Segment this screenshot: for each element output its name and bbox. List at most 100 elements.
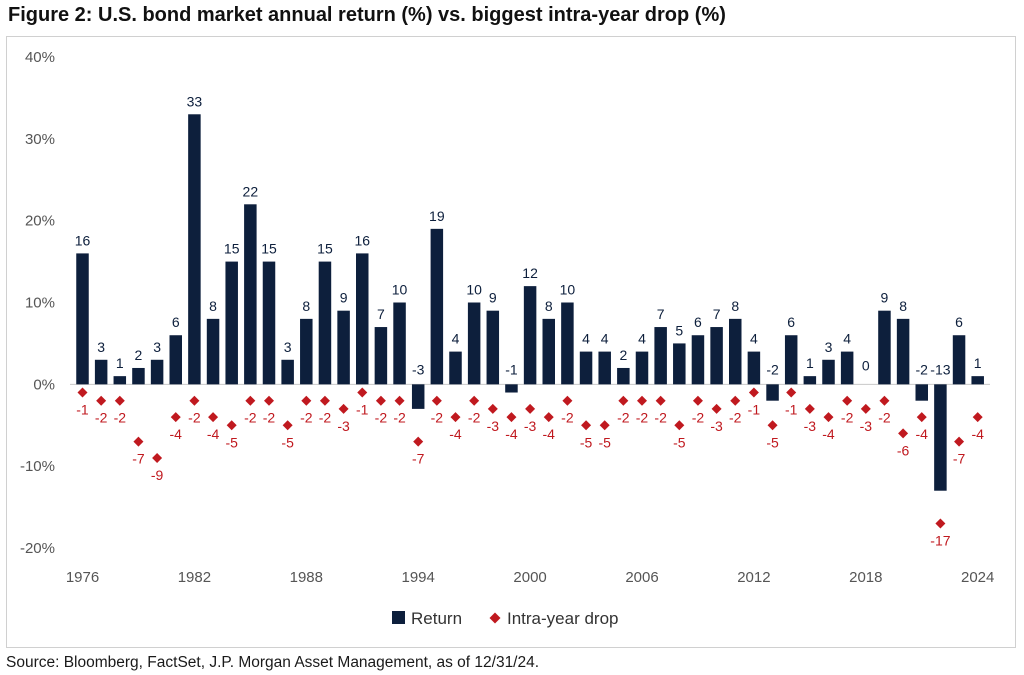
drop-value-label: -3 <box>804 418 817 434</box>
drop-marker <box>879 395 890 406</box>
drop-marker <box>189 395 200 406</box>
legend-drop-marker <box>489 612 501 624</box>
return-value-label: 4 <box>843 331 851 347</box>
return-value-label: 10 <box>560 282 576 298</box>
return-value-label: 6 <box>172 314 180 330</box>
legend-return-swatch <box>392 611 405 624</box>
return-bar <box>617 367 630 385</box>
drop-value-label: -5 <box>580 434 593 450</box>
drop-marker <box>338 403 349 414</box>
drop-marker <box>581 420 592 431</box>
drop-value-label: -4 <box>916 426 929 442</box>
drop-marker <box>804 403 815 414</box>
return-bar <box>710 327 723 385</box>
drop-marker <box>655 395 666 406</box>
drop-marker <box>692 395 703 406</box>
return-value-label: 7 <box>377 306 385 322</box>
return-value-label: 4 <box>452 331 460 347</box>
drop-value-label: -5 <box>766 434 779 450</box>
chart-frame <box>6 36 1016 648</box>
return-bar <box>579 351 593 385</box>
x-tick-label: 2024 <box>961 569 994 586</box>
return-value-label: 8 <box>731 298 739 314</box>
drop-marker <box>599 420 610 431</box>
return-bar <box>598 351 611 385</box>
return-bar <box>94 359 108 385</box>
drop-marker <box>431 395 442 406</box>
drop-value-label: -5 <box>598 434 611 450</box>
return-bar <box>784 335 798 385</box>
return-value-label: -2 <box>916 361 929 377</box>
return-bar <box>822 359 835 385</box>
drop-value-label: -3 <box>710 418 723 434</box>
drop-marker <box>674 420 685 431</box>
x-tick-label: 1982 <box>178 569 211 586</box>
drop-marker <box>170 412 181 423</box>
return-bar <box>467 302 481 385</box>
drop-value-label: -5 <box>281 434 294 450</box>
x-tick-label: 2018 <box>849 569 882 586</box>
drop-value-label: -2 <box>729 410 742 426</box>
return-value-label: 0 <box>862 357 870 373</box>
return-value-label: 3 <box>284 339 292 355</box>
drop-value-label: -2 <box>319 410 332 426</box>
return-value-label: 22 <box>243 183 259 199</box>
return-bar <box>561 302 574 385</box>
drop-marker <box>96 395 107 406</box>
drop-value-label: -4 <box>170 426 183 442</box>
drop-value-label: -1 <box>748 402 761 418</box>
drop-value-label: -2 <box>375 410 388 426</box>
drop-marker <box>525 403 536 414</box>
drop-marker <box>562 395 573 406</box>
return-value-label: 4 <box>601 331 609 347</box>
return-value-label: 10 <box>466 282 482 298</box>
return-bar <box>915 384 928 401</box>
return-bar <box>132 367 145 385</box>
return-bar <box>952 335 966 385</box>
y-tick-label: 40% <box>25 49 55 66</box>
drop-value-label: -4 <box>543 426 556 442</box>
drop-value-label: -2 <box>636 410 649 426</box>
drop-value-label: -2 <box>431 410 444 426</box>
drop-value-label: -3 <box>337 418 350 434</box>
return-bar <box>542 318 555 385</box>
return-bar <box>113 376 127 385</box>
drop-marker <box>264 395 274 406</box>
drop-value-label: -5 <box>673 434 686 450</box>
drop-marker <box>450 412 461 423</box>
drop-marker <box>133 436 144 447</box>
drop-marker <box>730 395 741 406</box>
drop-value-label: -2 <box>617 410 630 426</box>
return-bar <box>934 384 947 491</box>
return-bar <box>896 318 910 385</box>
return-bar <box>840 351 854 385</box>
return-bar <box>76 253 89 385</box>
return-value-label: 2 <box>135 347 143 363</box>
drop-value-label: -2 <box>841 410 854 426</box>
y-tick-label: 30% <box>25 131 55 148</box>
x-tick-label: 2012 <box>737 569 770 586</box>
return-value-label: 15 <box>224 241 240 257</box>
return-bar <box>766 384 779 401</box>
return-value-label: 2 <box>619 347 627 363</box>
return-value-label: 7 <box>713 306 721 322</box>
return-bar <box>411 384 425 409</box>
drop-value-label: -5 <box>225 434 238 450</box>
return-value-label: -3 <box>412 361 425 377</box>
return-value-label: 6 <box>694 314 702 330</box>
return-value-label: -13 <box>930 361 950 377</box>
drop-marker <box>413 436 424 447</box>
return-value-label: 16 <box>75 232 91 248</box>
y-tick-label: -10% <box>20 458 55 475</box>
return-value-label: 5 <box>675 322 683 338</box>
return-bar <box>747 351 761 385</box>
drop-marker <box>543 412 554 423</box>
return-bar <box>188 114 201 385</box>
drop-marker <box>916 412 927 423</box>
drop-marker <box>245 395 256 406</box>
drop-marker <box>319 395 330 406</box>
return-value-label: 15 <box>261 241 277 257</box>
return-bar <box>971 376 984 385</box>
drop-marker <box>860 403 871 414</box>
return-value-label: 4 <box>638 331 646 347</box>
